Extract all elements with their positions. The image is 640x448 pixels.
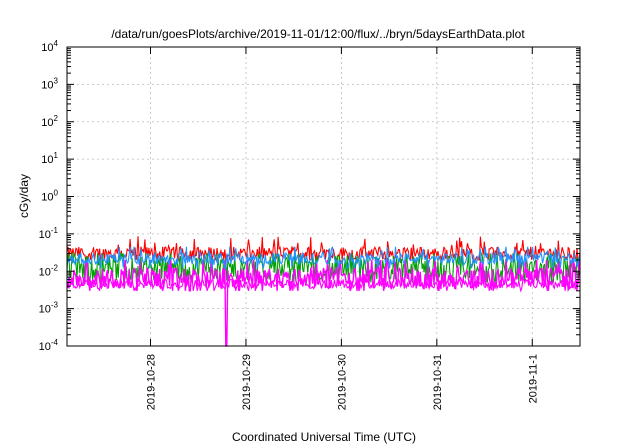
y-tick-label: 104 (41, 39, 58, 54)
y-tick-label-base: 10 (41, 117, 53, 129)
y-axis-label: cGy/day (17, 174, 31, 218)
y-tick-label-base: 10 (41, 192, 53, 204)
chart-title: /data/run/goesPlots/archive/2019-11-01/1… (111, 27, 525, 41)
y-tick-label: 10-3 (39, 301, 59, 316)
y-tick-label: 101 (41, 151, 58, 166)
y-tick-label-base: 10 (41, 42, 53, 54)
y-tick-label-base: 10 (39, 229, 51, 241)
y-tick-label: 102 (41, 114, 58, 129)
x-tick-label: 2019-11-1 (527, 354, 539, 403)
x-tick-label: 2019-10-31 (432, 354, 444, 410)
y-tick-label-base: 10 (39, 341, 51, 353)
x-tick-label: 2019-10-29 (241, 354, 253, 410)
y-tick-label-base: 10 (39, 304, 51, 316)
y-tick-label: 100 (41, 189, 58, 204)
y-tick-label-exp: 2 (54, 114, 59, 123)
y-tick-label-base: 10 (41, 154, 53, 166)
y-tick-label-exp: -2 (51, 263, 59, 272)
y-tick-label: 10-2 (39, 263, 59, 278)
y-tick-label-exp: 4 (54, 39, 59, 48)
x-axis-label: Coordinated Universal Time (UTC) (232, 430, 416, 444)
y-tick-label: 10-1 (39, 226, 59, 241)
series-line-3 (66, 259, 581, 347)
series-line-4 (66, 246, 581, 270)
grid-layer (67, 47, 580, 346)
y-tick-label-exp: 3 (54, 76, 59, 85)
series-line-5 (66, 277, 580, 293)
x-tick-label: 2019-10-30 (336, 354, 348, 410)
x-tick-label: 2019-10-28 (146, 354, 158, 410)
y-tick-label-base: 10 (39, 266, 51, 278)
y-tick-label-exp: 1 (54, 151, 59, 160)
y-tick-label-exp: -3 (51, 301, 59, 310)
y-tick-label-base: 10 (41, 79, 53, 91)
y-tick-label: 103 (41, 76, 58, 91)
y-tick-label-exp: -1 (51, 226, 59, 235)
series-layer (66, 236, 581, 347)
y-tick-label-exp: -4 (51, 338, 59, 347)
y-tick-label: 10-4 (39, 338, 59, 353)
y-tick-label-exp: 0 (54, 189, 59, 198)
x-axis: 2019-10-28 2019-10-29 2019-10-30 2019-10-31… (146, 47, 539, 410)
